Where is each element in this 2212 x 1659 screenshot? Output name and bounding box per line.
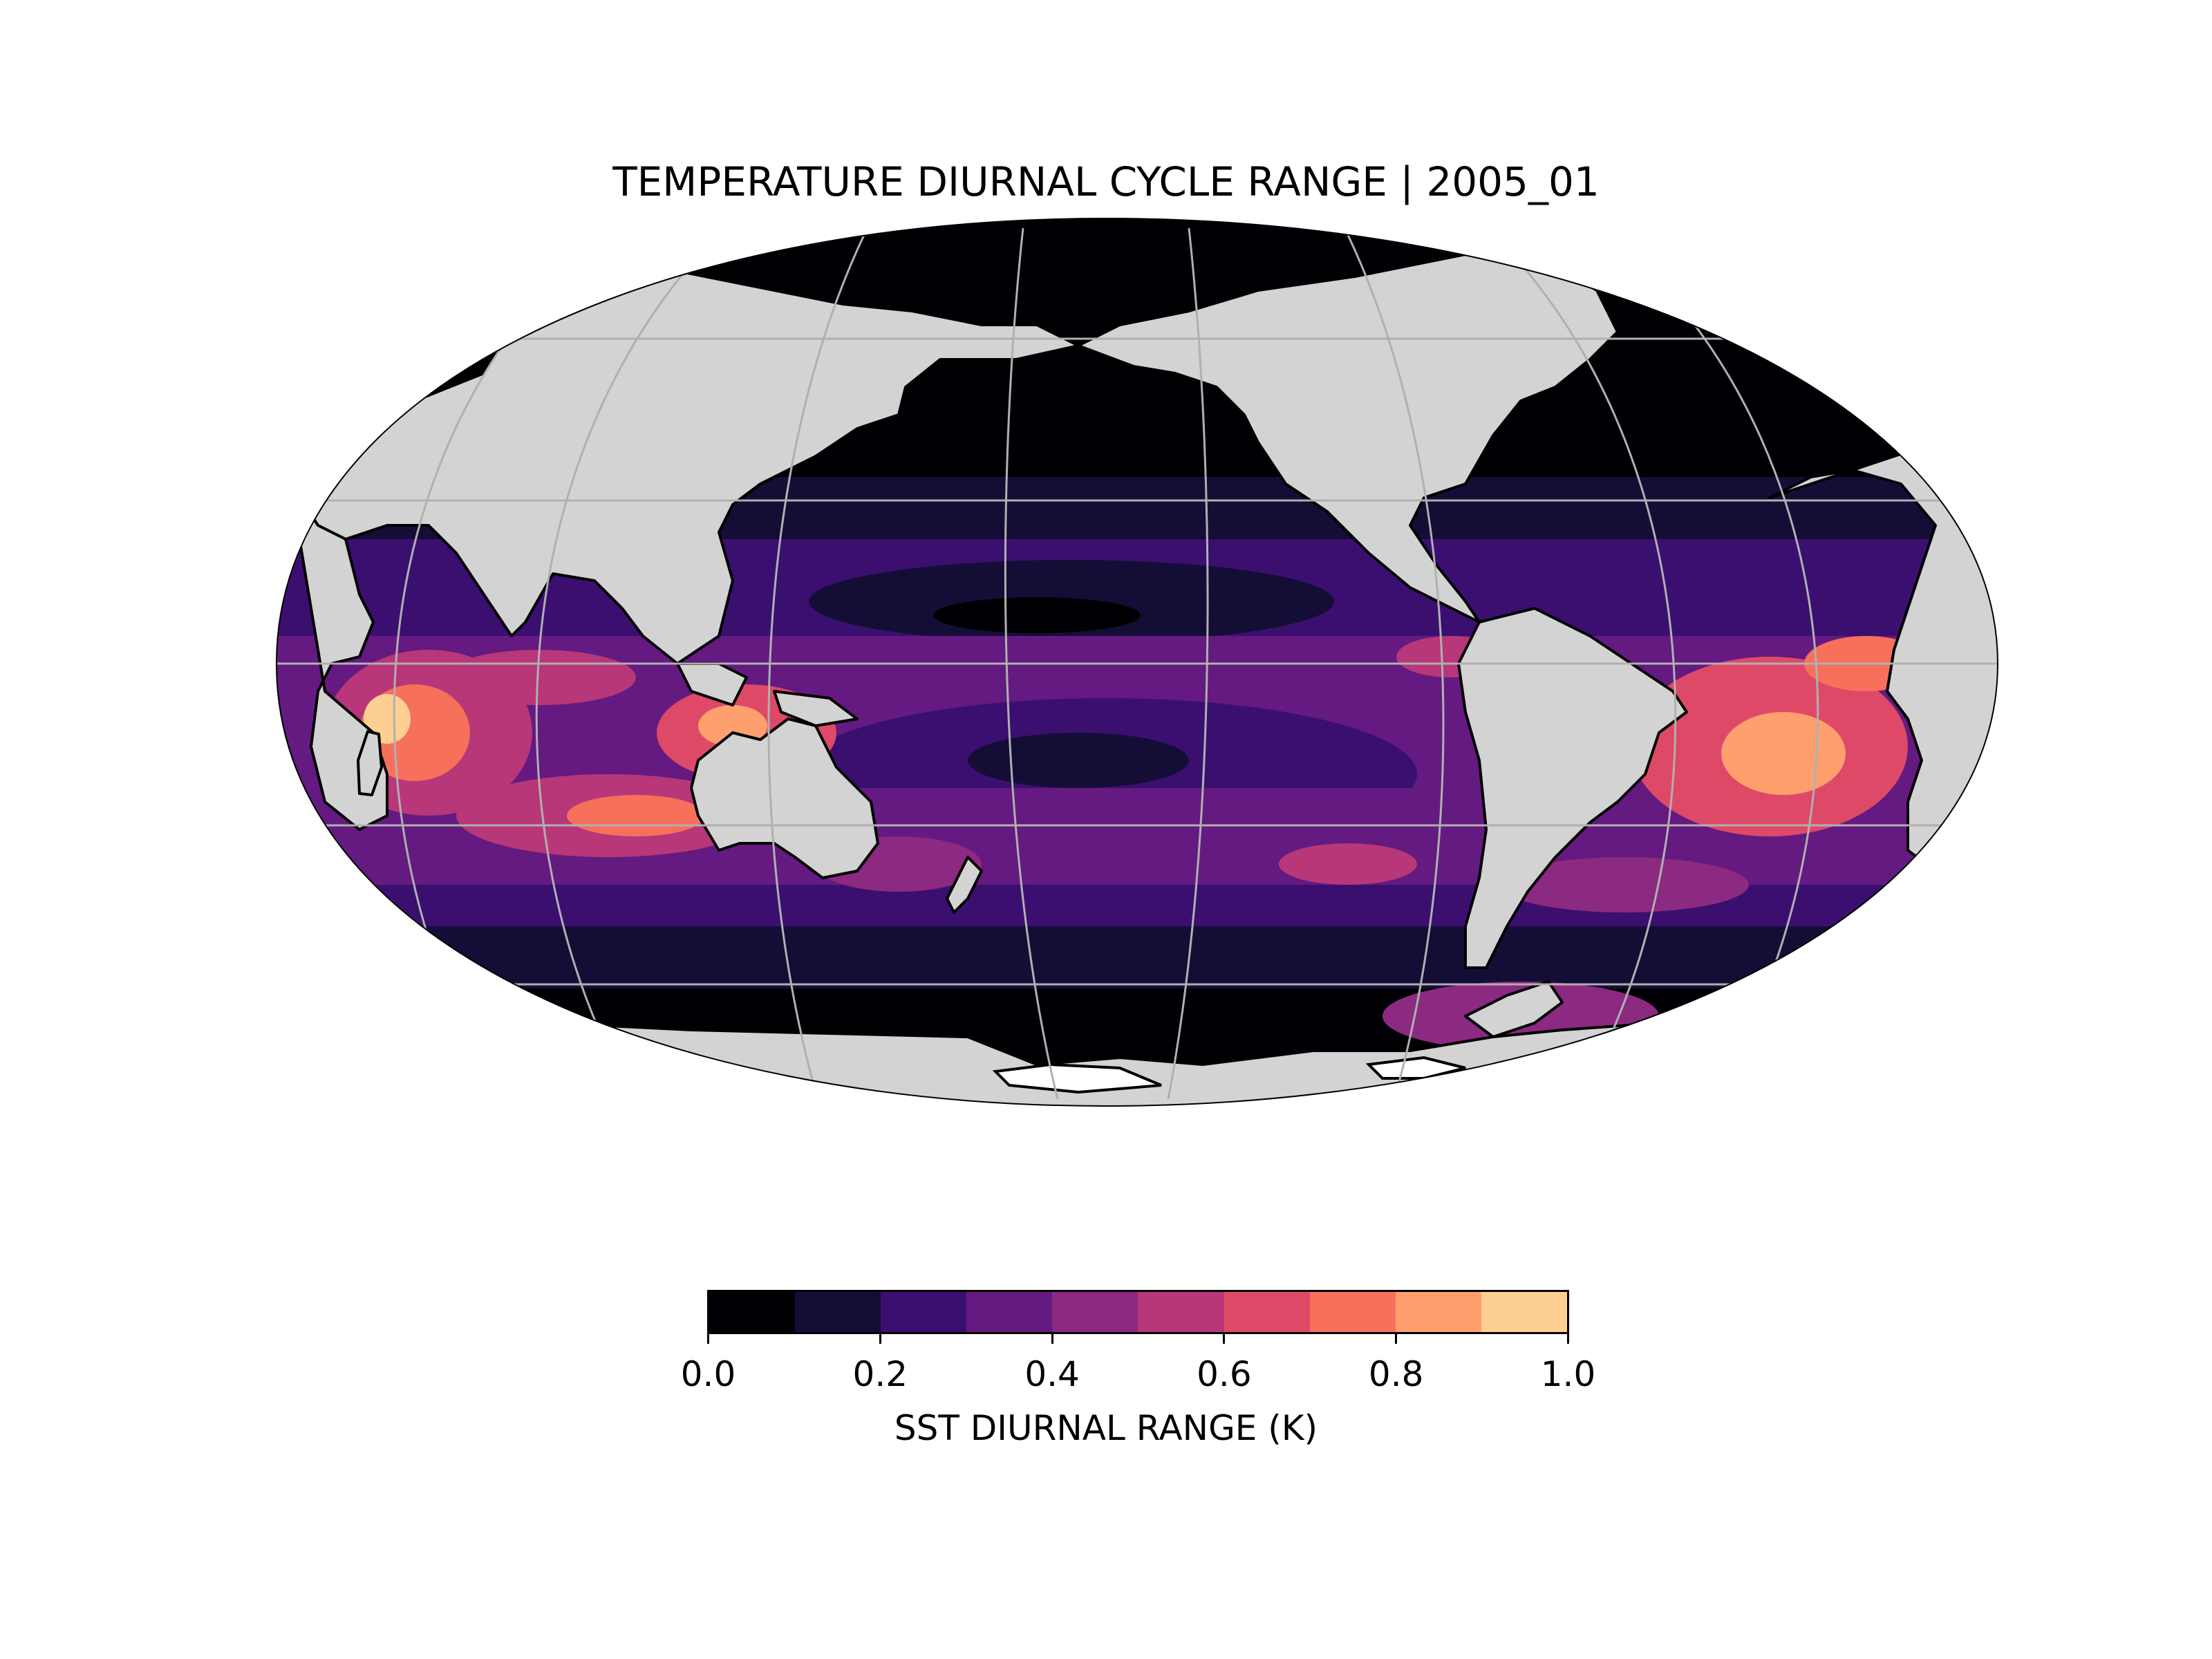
gridline-lon-west-1 — [1004, 227, 1059, 1100]
sst-patch-south-indian — [276, 995, 470, 1037]
colorbar-bin — [709, 1292, 796, 1332]
colorbar-tick-label: 0.0 — [680, 1354, 736, 1394]
colorbar-tick-mark — [1051, 1334, 1053, 1344]
gridline-lon-east-1 — [1167, 227, 1209, 1100]
colorbar-tick-mark — [1567, 1334, 1569, 1344]
map-boundary — [275, 217, 1999, 1107]
sst-hotspot-brazil-malvinas — [1500, 857, 1749, 912]
sst-band-south-mid — [276, 885, 1998, 926]
colorbar-bin — [1052, 1292, 1138, 1332]
colorbar-tick-label: 0.4 — [1024, 1354, 1080, 1394]
sst-patch-pacific-equatorial-core — [968, 733, 1189, 788]
colorbar-label: SST DIURNAL RANGE (K) — [894, 1408, 1318, 1448]
sst-hotspot-east-pacific — [1279, 843, 1417, 885]
colorbar-tick-mark — [1395, 1334, 1398, 1344]
colorbar-bin — [1309, 1292, 1396, 1332]
gridline-lon-east-4 — [1671, 297, 1819, 1044]
chart-title: TEMPERATURE DIURNAL CYCLE RANGE | 2005_0… — [612, 158, 1600, 205]
land-australia — [690, 718, 879, 879]
sst-field — [276, 218, 1998, 1106]
land-madagascar — [357, 730, 383, 796]
colorbar-tick-mark — [879, 1334, 881, 1344]
colorbar-bin — [1138, 1292, 1224, 1332]
colorbar-bin — [1481, 1292, 1567, 1332]
colorbar-tick-mark — [707, 1334, 709, 1344]
land-new-zealand — [946, 856, 983, 914]
land-new-guinea — [773, 690, 859, 727]
sst-hotspot-south-atlantic-core — [1721, 712, 1846, 795]
sst-band-southern-ocean — [276, 926, 1998, 988]
sst-hotspot-indian-south-core — [567, 795, 705, 836]
colorbar-tick-mark — [1223, 1334, 1226, 1344]
map-canvas — [276, 218, 1998, 1106]
sst-patch-pacific-north-core — [933, 597, 1141, 633]
land-antarctic-peninsula — [1464, 980, 1564, 1038]
gridline-lon-east-3 — [1512, 255, 1677, 1079]
graticule — [276, 227, 1998, 1100]
land-africa-east-edge — [1768, 427, 1998, 872]
colorbar-bin — [881, 1292, 967, 1332]
gridline-lon-east-2 — [1347, 234, 1445, 1093]
gridline-lon-west-2 — [767, 234, 865, 1093]
land-north-america — [1077, 247, 1619, 624]
sst-hotspot-madagascar-core — [364, 694, 411, 744]
colorbar-bin — [966, 1292, 1053, 1332]
colorbar-bin — [795, 1292, 881, 1332]
colorbar-tick-label: 0.6 — [1197, 1354, 1252, 1394]
colorbar-bin — [1395, 1292, 1481, 1332]
gridline-lon-west-3 — [535, 255, 700, 1079]
land-south-america — [1457, 607, 1688, 969]
colorbar — [707, 1290, 1569, 1334]
colorbar-bin — [1224, 1292, 1310, 1332]
colorbar-tick-label: 1.0 — [1540, 1354, 1596, 1394]
colorbar-tick-label: 0.2 — [852, 1354, 908, 1394]
colorbar-tick-label: 0.8 — [1368, 1354, 1424, 1394]
